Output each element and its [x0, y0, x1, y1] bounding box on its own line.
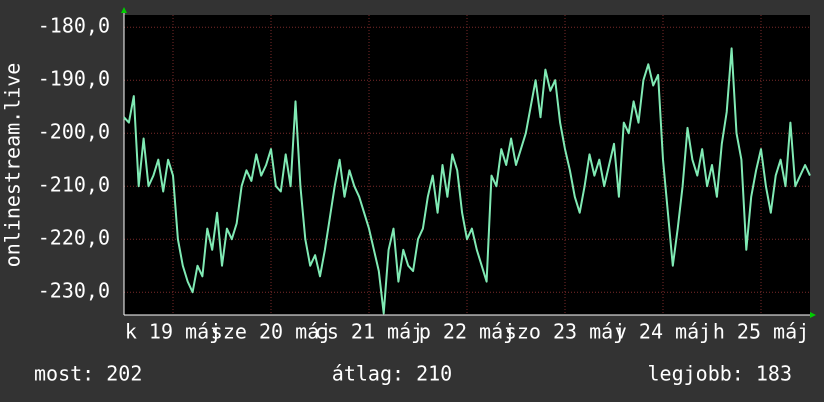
- x-tick-label: szo 23 máj: [505, 320, 625, 344]
- x-tick-label: h 25 máj: [713, 320, 809, 344]
- y-tick-label: -190,0: [38, 67, 110, 91]
- x-arrow: [810, 312, 816, 318]
- y-axis-label: onlinestream.live: [1, 63, 25, 268]
- footer-average: átlag: 210: [332, 362, 452, 386]
- data-line: [123, 47, 811, 315]
- x-tick-label: cs 21 máj: [315, 320, 423, 344]
- footer-current: most: 202: [34, 362, 142, 386]
- y-arrow: [121, 7, 127, 13]
- x-tick-label: v 24 máj: [615, 320, 711, 344]
- footer-best: legjobb: 183: [648, 362, 793, 386]
- y-tick-label: -180,0: [38, 14, 110, 38]
- y-tick-label: -230,0: [38, 279, 110, 303]
- y-tick-label: -200,0: [38, 120, 110, 144]
- y-tick-label: -220,0: [38, 226, 110, 250]
- y-tick-label: -210,0: [38, 173, 110, 197]
- x-tick-label: p 22 máj: [419, 320, 515, 344]
- x-tick-label: k 19 máj: [125, 320, 221, 344]
- x-tick-label: sze 20 máj: [211, 320, 331, 344]
